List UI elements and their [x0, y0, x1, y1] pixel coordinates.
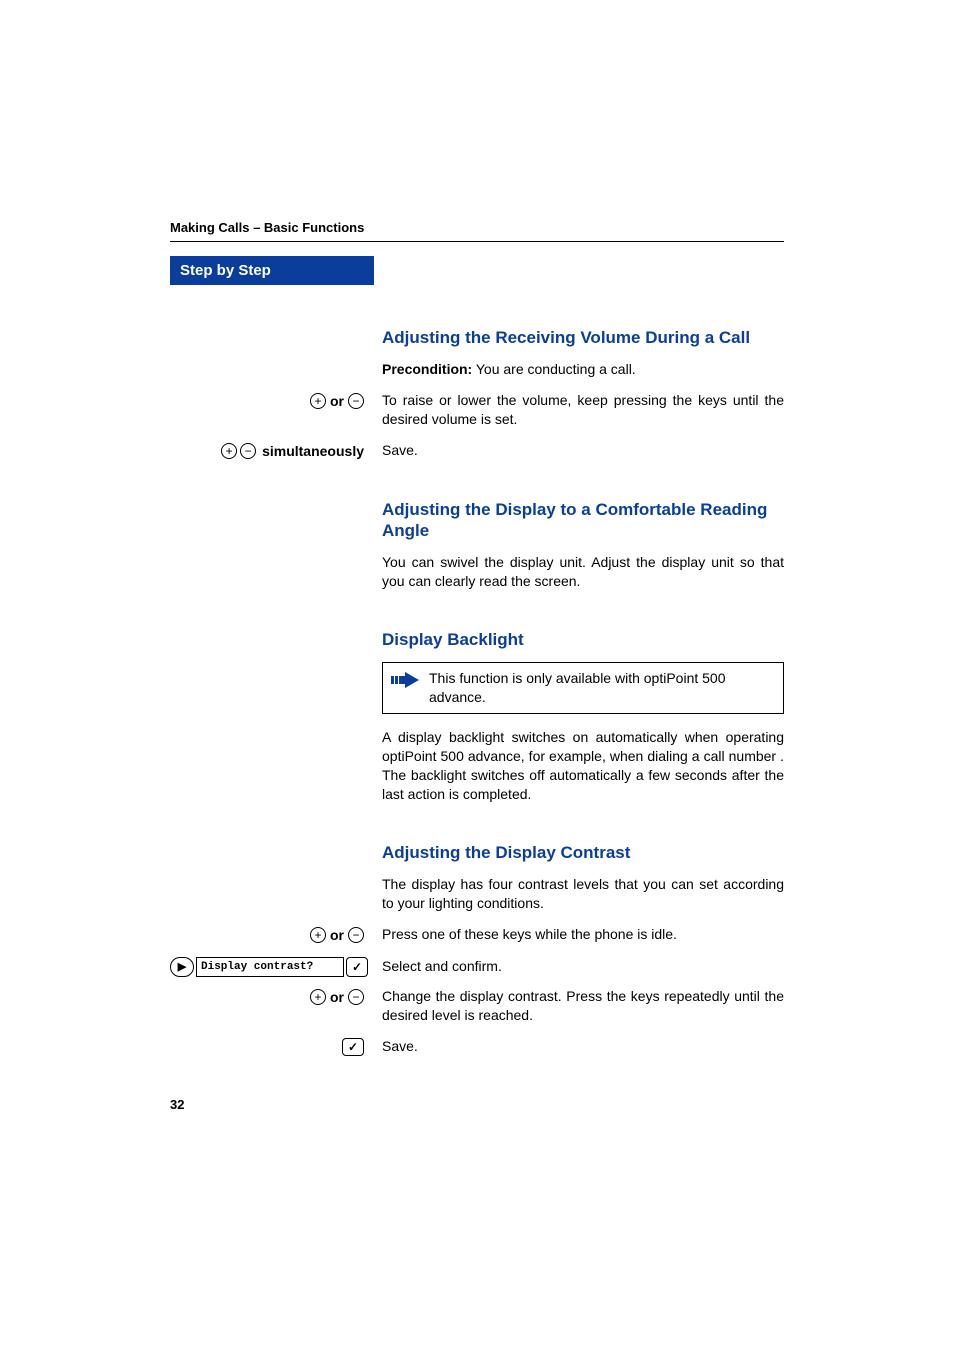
- text-contrast-intro: The display has four contrast levels tha…: [382, 875, 784, 913]
- precondition-label: Precondition:: [382, 361, 472, 377]
- precondition-line: Precondition: You are conducting a call.: [382, 360, 784, 379]
- heading-contrast: Adjusting the Display Contrast: [382, 842, 784, 863]
- plus-icon[interactable]: +: [310, 393, 326, 409]
- note-box: This function is only available with opt…: [382, 662, 784, 714]
- text-contrast-save: Save.: [374, 1037, 784, 1056]
- plus-icon[interactable]: +: [310, 927, 326, 943]
- text-contrast-select: Select and confirm.: [374, 957, 784, 976]
- or-label: or: [330, 393, 344, 409]
- minus-icon[interactable]: −: [348, 393, 364, 409]
- row-contrast-change: + or − Change the display contrast. Pres…: [170, 987, 784, 1025]
- content-area: Step by Step Adjusting the Receiving Vol…: [170, 256, 784, 1069]
- row-contrast-select: ▶ Display contrast? ✓ Select and confirm…: [170, 957, 784, 977]
- heading-volume: Adjusting the Receiving Volume During a …: [382, 327, 784, 348]
- confirm-button[interactable]: ✓: [346, 957, 368, 977]
- text-volume-save: Save.: [374, 441, 784, 460]
- section-volume: Adjusting the Receiving Volume During a …: [170, 293, 784, 391]
- note-arrow-icon: [391, 671, 419, 694]
- text-contrast-change: Change the display contrast. Press the k…: [374, 987, 784, 1025]
- display-widget: ▶ Display contrast? ✓: [170, 957, 368, 977]
- note-text: This function is only available with opt…: [429, 669, 775, 707]
- or-label: or: [330, 989, 344, 1005]
- minus-icon[interactable]: −: [348, 989, 364, 1005]
- running-head: Making Calls – Basic Functions: [170, 220, 784, 242]
- minus-icon[interactable]: −: [240, 443, 256, 459]
- section-contrast: Adjusting the Display Contrast The displ…: [170, 816, 784, 925]
- text-contrast-press: Press one of these keys while the phone …: [374, 925, 784, 944]
- display-screen: Display contrast?: [196, 957, 344, 977]
- precondition-text: You are conducting a call.: [472, 361, 635, 377]
- text-angle: You can swivel the display unit. Adjust …: [382, 553, 784, 591]
- left-column: Step by Step: [170, 256, 374, 293]
- section-angle: Adjusting the Display to a Comfortable R…: [170, 473, 784, 603]
- header-row: Step by Step: [170, 256, 784, 293]
- plus-icon[interactable]: +: [221, 443, 237, 459]
- row-volume-adjust: + or − To raise or lower the volume, kee…: [170, 391, 784, 429]
- step-by-step-box: Step by Step: [170, 256, 374, 285]
- or-label: or: [330, 927, 344, 943]
- heading-angle: Adjusting the Display to a Comfortable R…: [382, 499, 784, 542]
- row-volume-save: + − simultaneously Save.: [170, 441, 784, 461]
- row-contrast-save: ✓ Save.: [170, 1037, 784, 1057]
- page-number: 32: [170, 1097, 184, 1112]
- page: Making Calls – Basic Functions Step by S…: [0, 0, 954, 1350]
- heading-backlight: Display Backlight: [382, 629, 784, 650]
- plus-icon[interactable]: +: [310, 989, 326, 1005]
- simultaneously-label: simultaneously: [262, 443, 364, 459]
- text-backlight: A display backlight switches on automati…: [382, 728, 784, 804]
- section-backlight: Display Backlight This function is only …: [170, 603, 784, 816]
- nav-button[interactable]: ▶: [170, 957, 194, 977]
- text-volume-adjust: To raise or lower the volume, keep press…: [374, 391, 784, 429]
- minus-icon[interactable]: −: [348, 927, 364, 943]
- row-contrast-press: + or − Press one of these keys while the…: [170, 925, 784, 945]
- confirm-button[interactable]: ✓: [342, 1038, 364, 1056]
